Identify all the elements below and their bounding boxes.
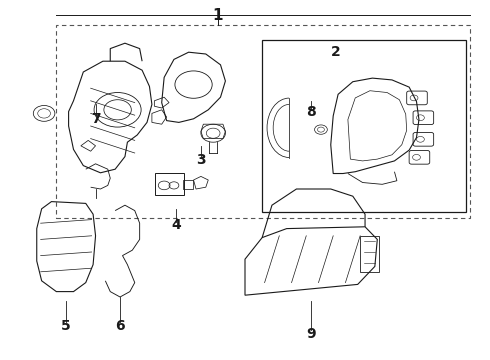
Bar (155, 173, 184, 195)
Text: 9: 9 (306, 327, 316, 341)
Text: 1: 1 (213, 8, 223, 23)
Text: 4: 4 (172, 218, 181, 232)
Text: 7: 7 (91, 112, 100, 126)
Text: 6: 6 (115, 319, 125, 333)
Bar (360, 236, 379, 272)
Bar (56, 25, 470, 218)
Text: 3: 3 (196, 153, 206, 167)
Bar (262, 40, 466, 212)
Text: 8: 8 (306, 105, 316, 118)
Text: 5: 5 (61, 319, 71, 333)
Bar (183, 180, 193, 189)
Text: 2: 2 (331, 45, 341, 59)
